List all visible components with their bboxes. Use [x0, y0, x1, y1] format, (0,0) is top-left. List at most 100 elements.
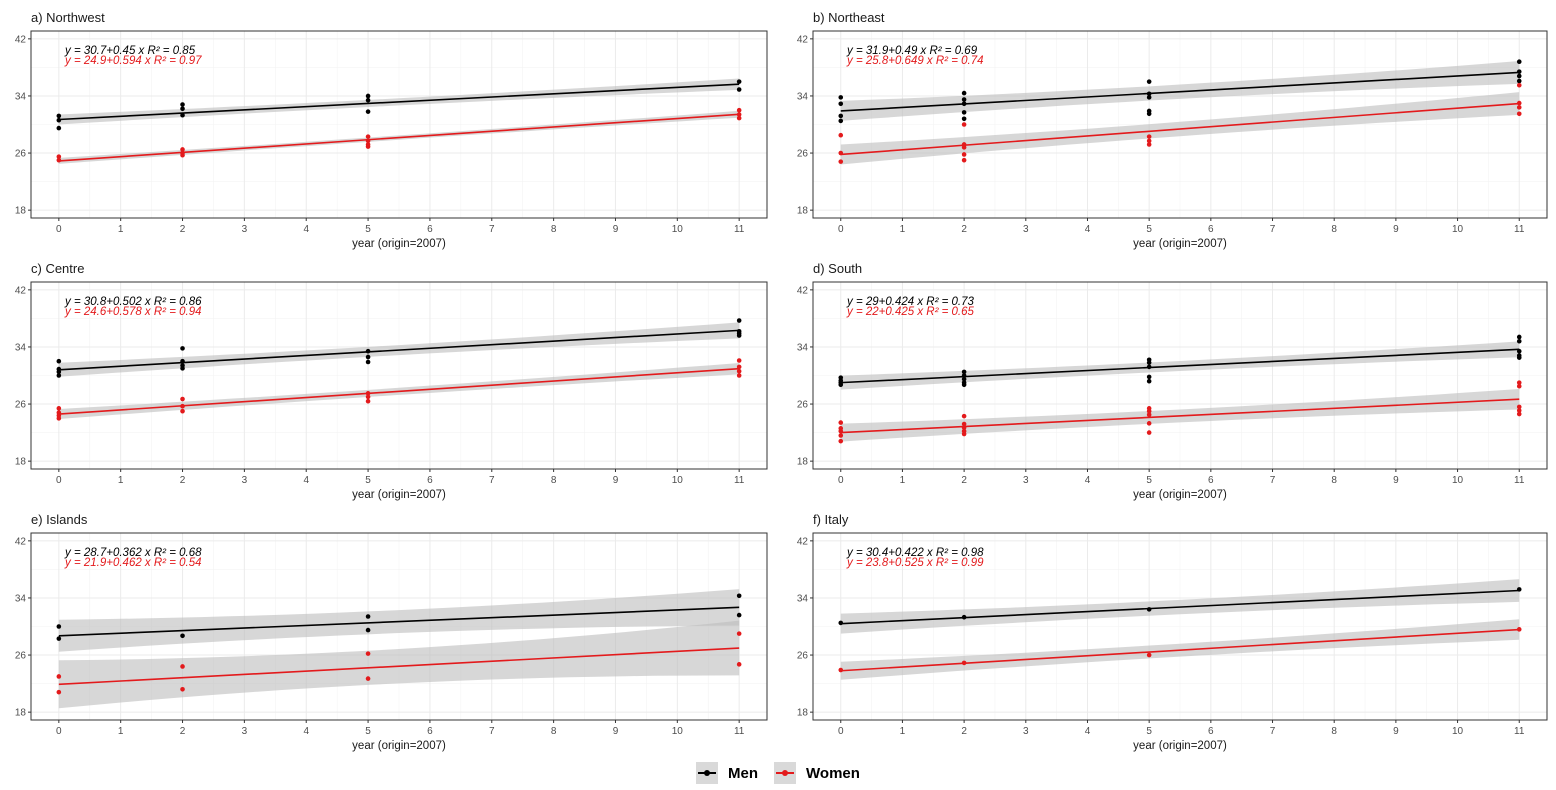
- x-tick-label: 6: [427, 475, 433, 486]
- legend-label-women: Women: [806, 764, 860, 782]
- data-point-men: [56, 624, 62, 629]
- x-tick-label: 6: [1208, 475, 1214, 486]
- data-point-women: [736, 373, 742, 378]
- x-tick-label: 1: [118, 726, 124, 737]
- x-tick-label: 2: [961, 726, 967, 737]
- x-tick-label: 9: [613, 726, 619, 737]
- data-point-women: [961, 122, 967, 127]
- data-point-men: [961, 116, 967, 122]
- data-point-men: [1146, 374, 1152, 380]
- regression-line-women: [58, 367, 740, 415]
- data-point-women: [838, 150, 844, 156]
- panel-frame: [30, 281, 768, 470]
- y-tick-label: 42: [15, 536, 27, 547]
- x-tick-label: 9: [613, 224, 619, 235]
- legend: Men Women: [0, 762, 1556, 784]
- equation-men: y = 30.7+0.45 x R² = 0.85: [64, 45, 196, 57]
- x-tick-label: 10: [1452, 475, 1464, 486]
- x-tick-label: 2: [180, 224, 186, 235]
- x-tick-label: 4: [303, 224, 309, 235]
- y-tick-label: 18: [15, 206, 27, 217]
- data-point-women: [56, 157, 62, 163]
- x-tick-label: 2: [180, 475, 186, 486]
- equation-women: y = 24.6+0.578 x R² = 0.94: [64, 306, 202, 318]
- x-tick-label: 9: [1393, 475, 1399, 486]
- data-point-men: [736, 333, 742, 338]
- regression-line-men: [840, 589, 1520, 625]
- y-tick-label: 34: [15, 91, 27, 102]
- data-point-men: [1516, 348, 1522, 354]
- x-tick-label: 7: [489, 475, 495, 486]
- data-point-women: [1516, 111, 1522, 117]
- data-point-women: [365, 394, 371, 400]
- x-tick-label: 6: [427, 726, 433, 737]
- data-point-women: [1516, 408, 1522, 413]
- data-point-women: [736, 115, 742, 121]
- x-tick-label: 5: [365, 475, 371, 486]
- data-point-men: [56, 369, 62, 375]
- x-tick-label: 1: [900, 224, 906, 235]
- x-tick-label: 4: [303, 475, 309, 486]
- regression-line-men: [58, 329, 740, 371]
- data-point-men: [961, 90, 967, 96]
- x-tick-label: 11: [734, 726, 745, 737]
- data-point-women: [1146, 408, 1152, 414]
- x-tick-label: 8: [1331, 726, 1337, 737]
- data-point-men: [1516, 338, 1522, 344]
- y-tick-label: 26: [15, 400, 27, 411]
- y-tick-label: 42: [797, 536, 809, 547]
- data-point-women: [365, 144, 371, 149]
- x-tick-label: 1: [900, 475, 906, 486]
- x-tick-label: 11: [1514, 224, 1525, 235]
- data-point-women: [56, 674, 62, 679]
- data-point-men: [56, 636, 62, 641]
- x-tick-label: 3: [1023, 224, 1029, 235]
- data-point-women: [736, 364, 742, 370]
- panel-frame: [812, 532, 1548, 721]
- x-tick-label: 0: [838, 726, 844, 737]
- x-tick-label: 0: [56, 224, 62, 235]
- panel-title: a) Northwest: [31, 10, 105, 25]
- x-tick-label: 5: [1146, 726, 1152, 737]
- x-tick-label: 8: [1331, 475, 1337, 486]
- x-tick-label: 0: [56, 475, 62, 486]
- regression-line-women: [58, 113, 740, 162]
- y-tick-label: 34: [797, 342, 809, 353]
- legend-key-women: [774, 762, 797, 784]
- data-point-men: [1516, 73, 1522, 79]
- x-tick-label: 1: [118, 224, 124, 235]
- data-point-women: [961, 431, 967, 437]
- equation-men: y = 30.8+0.502 x R² = 0.86: [64, 296, 202, 308]
- data-point-women: [365, 134, 371, 139]
- data-point-men: [961, 101, 967, 107]
- y-tick-label: 18: [15, 708, 27, 719]
- data-point-women: [1146, 412, 1152, 418]
- regression-line-women: [840, 398, 1520, 434]
- data-point-women: [838, 667, 844, 673]
- x-tick-label: 3: [1023, 475, 1029, 486]
- data-point-women: [1516, 411, 1522, 417]
- x-tick-label: 7: [1270, 475, 1276, 486]
- data-point-men: [180, 106, 185, 112]
- y-tick-label: 18: [15, 457, 27, 468]
- data-point-men: [736, 612, 742, 618]
- data-point-men: [1516, 355, 1522, 360]
- x-tick-label: 0: [838, 475, 844, 486]
- x-axis-label: year (origin=2007): [352, 740, 446, 752]
- data-point-men: [1516, 59, 1522, 64]
- data-point-women: [1146, 134, 1152, 139]
- equation-men: y = 30.4+0.422 x R² = 0.98: [846, 547, 984, 559]
- regression-line-men: [840, 71, 1520, 112]
- x-tick-label: 2: [961, 475, 967, 486]
- data-point-men: [180, 358, 185, 364]
- x-tick-label: 9: [613, 475, 619, 486]
- x-axis-label: year (origin=2007): [1133, 489, 1227, 501]
- x-axis-label: year (origin=2007): [352, 489, 446, 501]
- data-point-women: [365, 138, 371, 144]
- data-point-women: [736, 358, 742, 363]
- confidence-band-men: [58, 589, 740, 652]
- data-point-men: [365, 109, 371, 114]
- data-point-women: [365, 676, 371, 681]
- legend-item-women: Women: [774, 762, 860, 784]
